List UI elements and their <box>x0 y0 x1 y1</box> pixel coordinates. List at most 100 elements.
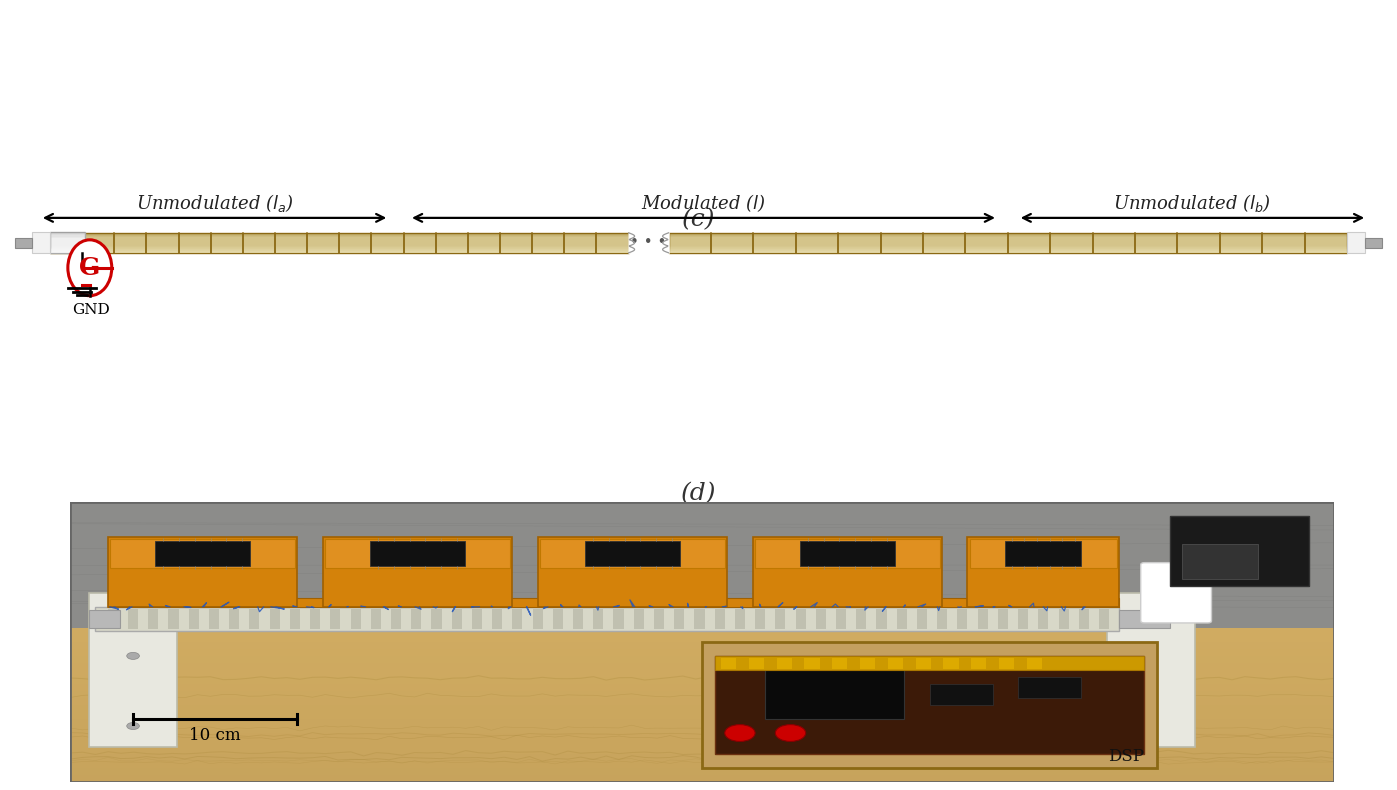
Bar <box>1038 609 1048 630</box>
Text: • • •: • • • <box>630 235 666 250</box>
Bar <box>95 607 1119 631</box>
Bar <box>70 739 1334 747</box>
Bar <box>1182 544 1259 579</box>
Bar <box>70 522 1334 529</box>
Bar <box>70 558 1334 565</box>
Bar <box>70 536 1334 544</box>
Bar <box>70 747 1334 754</box>
Bar <box>169 609 179 630</box>
Bar <box>70 768 1334 775</box>
Bar <box>756 539 940 568</box>
Bar <box>915 658 930 668</box>
Bar <box>70 508 1334 516</box>
Text: Modulated ($l$): Modulated ($l$) <box>641 193 766 214</box>
Bar <box>1078 609 1088 630</box>
Bar <box>970 539 1116 568</box>
Bar <box>513 609 522 630</box>
Bar <box>715 609 725 630</box>
Bar <box>1027 658 1042 668</box>
Bar <box>36 237 50 248</box>
Bar <box>897 609 907 630</box>
Bar <box>70 634 1334 641</box>
Bar <box>250 609 260 630</box>
Bar <box>70 775 1334 782</box>
Bar <box>777 658 792 668</box>
Circle shape <box>775 724 806 742</box>
Bar <box>108 536 298 607</box>
Bar <box>70 571 1334 579</box>
Bar <box>70 607 1334 614</box>
Bar <box>89 611 120 628</box>
Bar <box>50 252 85 254</box>
Bar <box>50 233 85 235</box>
Bar <box>70 502 1334 628</box>
Bar <box>70 585 1334 592</box>
Bar <box>15 238 32 248</box>
Bar <box>654 609 664 630</box>
Bar <box>351 609 360 630</box>
Bar <box>669 233 1347 253</box>
Bar <box>835 609 847 630</box>
Bar <box>70 705 1334 712</box>
Bar <box>50 251 85 252</box>
Bar <box>715 656 1144 670</box>
Bar <box>451 609 462 630</box>
Bar <box>50 247 85 248</box>
Bar <box>70 564 1334 572</box>
Bar <box>70 627 1334 635</box>
Bar <box>310 609 320 630</box>
Bar <box>553 609 563 630</box>
Bar <box>1099 609 1109 630</box>
Bar <box>50 236 85 238</box>
Bar <box>326 539 510 568</box>
Bar <box>70 732 1334 740</box>
Bar <box>70 726 1334 733</box>
Bar <box>70 502 1334 509</box>
Bar <box>270 609 279 630</box>
Bar <box>155 541 250 566</box>
Circle shape <box>1144 653 1157 660</box>
Bar <box>943 658 958 668</box>
Bar <box>391 609 401 630</box>
Bar <box>50 248 85 249</box>
Bar <box>795 609 806 630</box>
Bar <box>70 529 1334 536</box>
Bar <box>50 250 85 251</box>
FancyBboxPatch shape <box>1141 562 1211 623</box>
Bar <box>110 539 295 568</box>
Circle shape <box>127 723 140 729</box>
Bar <box>70 620 1334 628</box>
Bar <box>70 676 1334 684</box>
Bar <box>229 609 239 630</box>
Bar <box>856 609 866 630</box>
Bar <box>70 649 1334 656</box>
Bar <box>70 690 1334 698</box>
Bar <box>70 712 1334 719</box>
Bar <box>472 609 482 630</box>
Bar <box>541 539 725 568</box>
Bar <box>210 609 219 630</box>
Bar <box>929 684 993 705</box>
Bar <box>492 609 503 630</box>
Bar <box>70 663 1334 670</box>
Bar <box>876 609 887 630</box>
Bar <box>70 656 1334 663</box>
Bar <box>70 719 1334 726</box>
Bar <box>675 609 685 630</box>
Bar <box>1018 677 1081 698</box>
Bar <box>32 232 50 254</box>
Circle shape <box>127 653 140 660</box>
Bar <box>70 683 1334 691</box>
Bar <box>70 761 1334 768</box>
Bar <box>1018 609 1028 630</box>
Bar <box>1169 516 1309 586</box>
Bar <box>70 641 1334 649</box>
Bar <box>749 658 764 668</box>
Bar <box>800 541 895 566</box>
Bar <box>50 245 85 246</box>
Bar <box>585 541 680 566</box>
Text: 10 cm: 10 cm <box>190 728 242 744</box>
Bar <box>721 658 736 668</box>
Bar <box>50 232 85 254</box>
Bar <box>70 670 1334 677</box>
